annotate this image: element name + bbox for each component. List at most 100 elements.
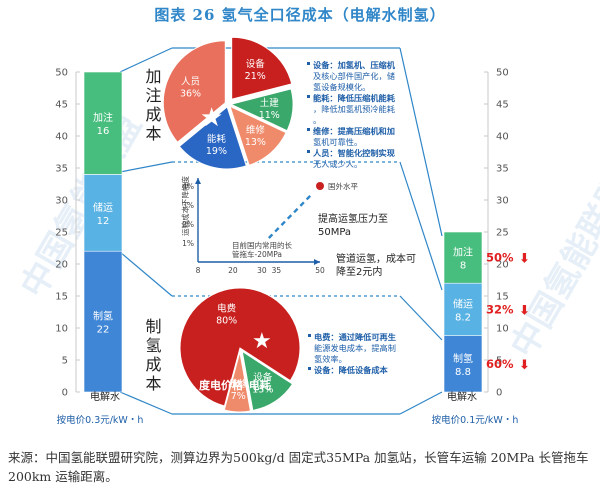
left-bar-price-label: 按电价0.3元/kW・h: [57, 414, 144, 426]
storage-scatter: 8 20 30 35 50 1% 2% 3% 4%运输成本下降幅度 国外水平目前国内常用的长管拖车…: [180, 176, 358, 275]
y-axis-title: 运输成本下降幅度: [180, 176, 190, 236]
pie-slice-value: 80%: [216, 315, 237, 326]
pie-slice-value: 36%: [180, 88, 201, 99]
note-line: 维修：提高压缩机和加: [313, 126, 395, 136]
point-label: 管拖车-20MPa: [232, 249, 282, 259]
y-tick-label: 2%: [182, 220, 194, 229]
y-tick-label: 0: [496, 388, 502, 399]
annotation-pressure: 提高运氢压力至 50MPa: [318, 212, 391, 238]
pie-slice-value: 13%: [245, 137, 266, 148]
pie-slice-能耗: [178, 106, 247, 170]
connector-line: [399, 391, 443, 415]
down-arrow-icon: ⬇: [519, 358, 530, 373]
segment-name-label: 制氢: [453, 352, 473, 365]
bar-segment-制氢: [443, 335, 483, 393]
star-icon: ★: [252, 329, 272, 354]
note-line: 无人或少人。: [313, 159, 362, 169]
segment-value-label: 22: [97, 325, 110, 336]
y-tick-label: 40: [496, 132, 509, 143]
note-line: 氢设备规模化。: [313, 82, 370, 92]
y-tick-label: 40: [55, 132, 68, 143]
note-line: 能源发电成本，提高制: [314, 343, 396, 353]
note-line: 氢机可靠性。: [313, 137, 362, 147]
right-stacked-bar: 制氢 8.8 储运 8.2 加注 8: [443, 231, 483, 393]
annotation-pipeline-line: 降至2元内: [336, 265, 382, 278]
y-tick-label: 50: [55, 68, 68, 79]
connector-line: [399, 47, 443, 237]
pie-slice-设备: [231, 36, 293, 100]
y-tick-label: 45: [496, 100, 509, 111]
pie-slice-设备: [241, 350, 294, 411]
note-line: 设备：降低设备成本: [314, 365, 389, 375]
y-tick-label: 30: [496, 196, 509, 207]
segment-value-label: 16: [97, 126, 110, 137]
annotation-pressure-line2: 50MPa: [318, 227, 351, 238]
connector-line: [119, 251, 173, 297]
down-arrow-icon: ⬇: [519, 303, 530, 318]
segment-value-label: 8.8: [455, 367, 471, 378]
segment-name-label: 储运: [453, 297, 473, 310]
refuel-notes: 设备：加氢机、压缩机及核心部件国产化，储氢设备规模化。能耗：降低压缩机能耗，降低…: [307, 60, 396, 169]
pie-slice-name: 土建: [260, 97, 280, 109]
y-tick-label: 35: [496, 164, 509, 175]
pie-slice-人员: [162, 40, 226, 143]
y-tick-label: 35: [55, 164, 68, 175]
connector-line: [119, 47, 173, 73]
segment-value-label: 8: [460, 261, 466, 272]
note-line: 及核心部件国产化，储: [313, 71, 395, 81]
right-y-axis: 0 5 10 15 20 25 30 35 40 45 50: [484, 68, 509, 399]
note-line: 人员：智能化控制实现: [313, 148, 395, 158]
bar-segment-加注: [443, 231, 483, 284]
y-tick-label: 3%: [182, 201, 194, 210]
segment-name-label: 加注: [93, 111, 113, 124]
pie-slice-value: 13%: [252, 384, 273, 395]
bar-segment-制氢: [83, 250, 123, 393]
note-bullet: [307, 62, 310, 65]
y-tick-label: 20: [496, 260, 509, 271]
y-tick-label: 30: [55, 196, 68, 207]
y-axis-arrow-icon: [195, 178, 201, 184]
watermark-text: 中国氢能联盟: [503, 168, 600, 365]
y-tick-label: 4%: [182, 182, 194, 191]
left-y-axis: 0 5 10 15 20 25 30 35 40 45 50: [55, 68, 80, 399]
point-label: 目前国内常用的长: [232, 240, 292, 250]
pie-slice-name: 人员: [181, 76, 200, 87]
reduction-label: 50%: [486, 251, 514, 265]
connector-line: [119, 161, 173, 173]
note-line: 。: [313, 115, 321, 125]
x-tick-label: 20: [228, 266, 238, 275]
pie-slice-name: 设备: [246, 58, 266, 70]
y-tick-label: 25: [55, 228, 68, 239]
star-icon: ★: [200, 103, 223, 133]
production-cost-label: 制氢成本: [143, 318, 162, 394]
note-bullet: [307, 150, 310, 153]
y-tick-label: 5: [496, 356, 502, 367]
x-tick-label: 8: [196, 266, 201, 275]
segment-name-label: 储运: [93, 201, 113, 214]
annotation-pipeline: 管道运氢，成本可降至2元内: [336, 252, 416, 278]
left-stacked-bar: 制氢 22 储运 12 加注 16: [83, 71, 123, 393]
pie-slice-维修: [229, 105, 287, 166]
y-tick-label: 45: [55, 100, 68, 111]
reduction-label: 60%: [486, 357, 514, 371]
segment-name-label: 制氢: [93, 310, 113, 323]
x-tick-label: 50: [315, 266, 325, 275]
segment-name-label: 加注: [453, 246, 473, 259]
pie-slice-电费: [179, 287, 301, 407]
y-tick-label: 10: [496, 324, 509, 335]
pie-slice-土建: [229, 88, 294, 132]
reduction-label: 32%: [486, 302, 514, 316]
y-tick-label: 15: [55, 292, 68, 303]
note-bullet: [308, 334, 311, 337]
segment-value-label: 8.2: [455, 312, 471, 323]
reduction-labels: 60% ⬇ 32% ⬇ 50% ⬇: [486, 251, 530, 373]
pie-slice-name: 维修: [246, 124, 266, 136]
x-tick-label: 30: [257, 266, 267, 275]
pie-callout: 度电价格*电耗: [199, 378, 271, 392]
note-bullet: [307, 128, 310, 131]
right-bar-price-label: 按电价0.1元/kW・h: [432, 414, 519, 426]
